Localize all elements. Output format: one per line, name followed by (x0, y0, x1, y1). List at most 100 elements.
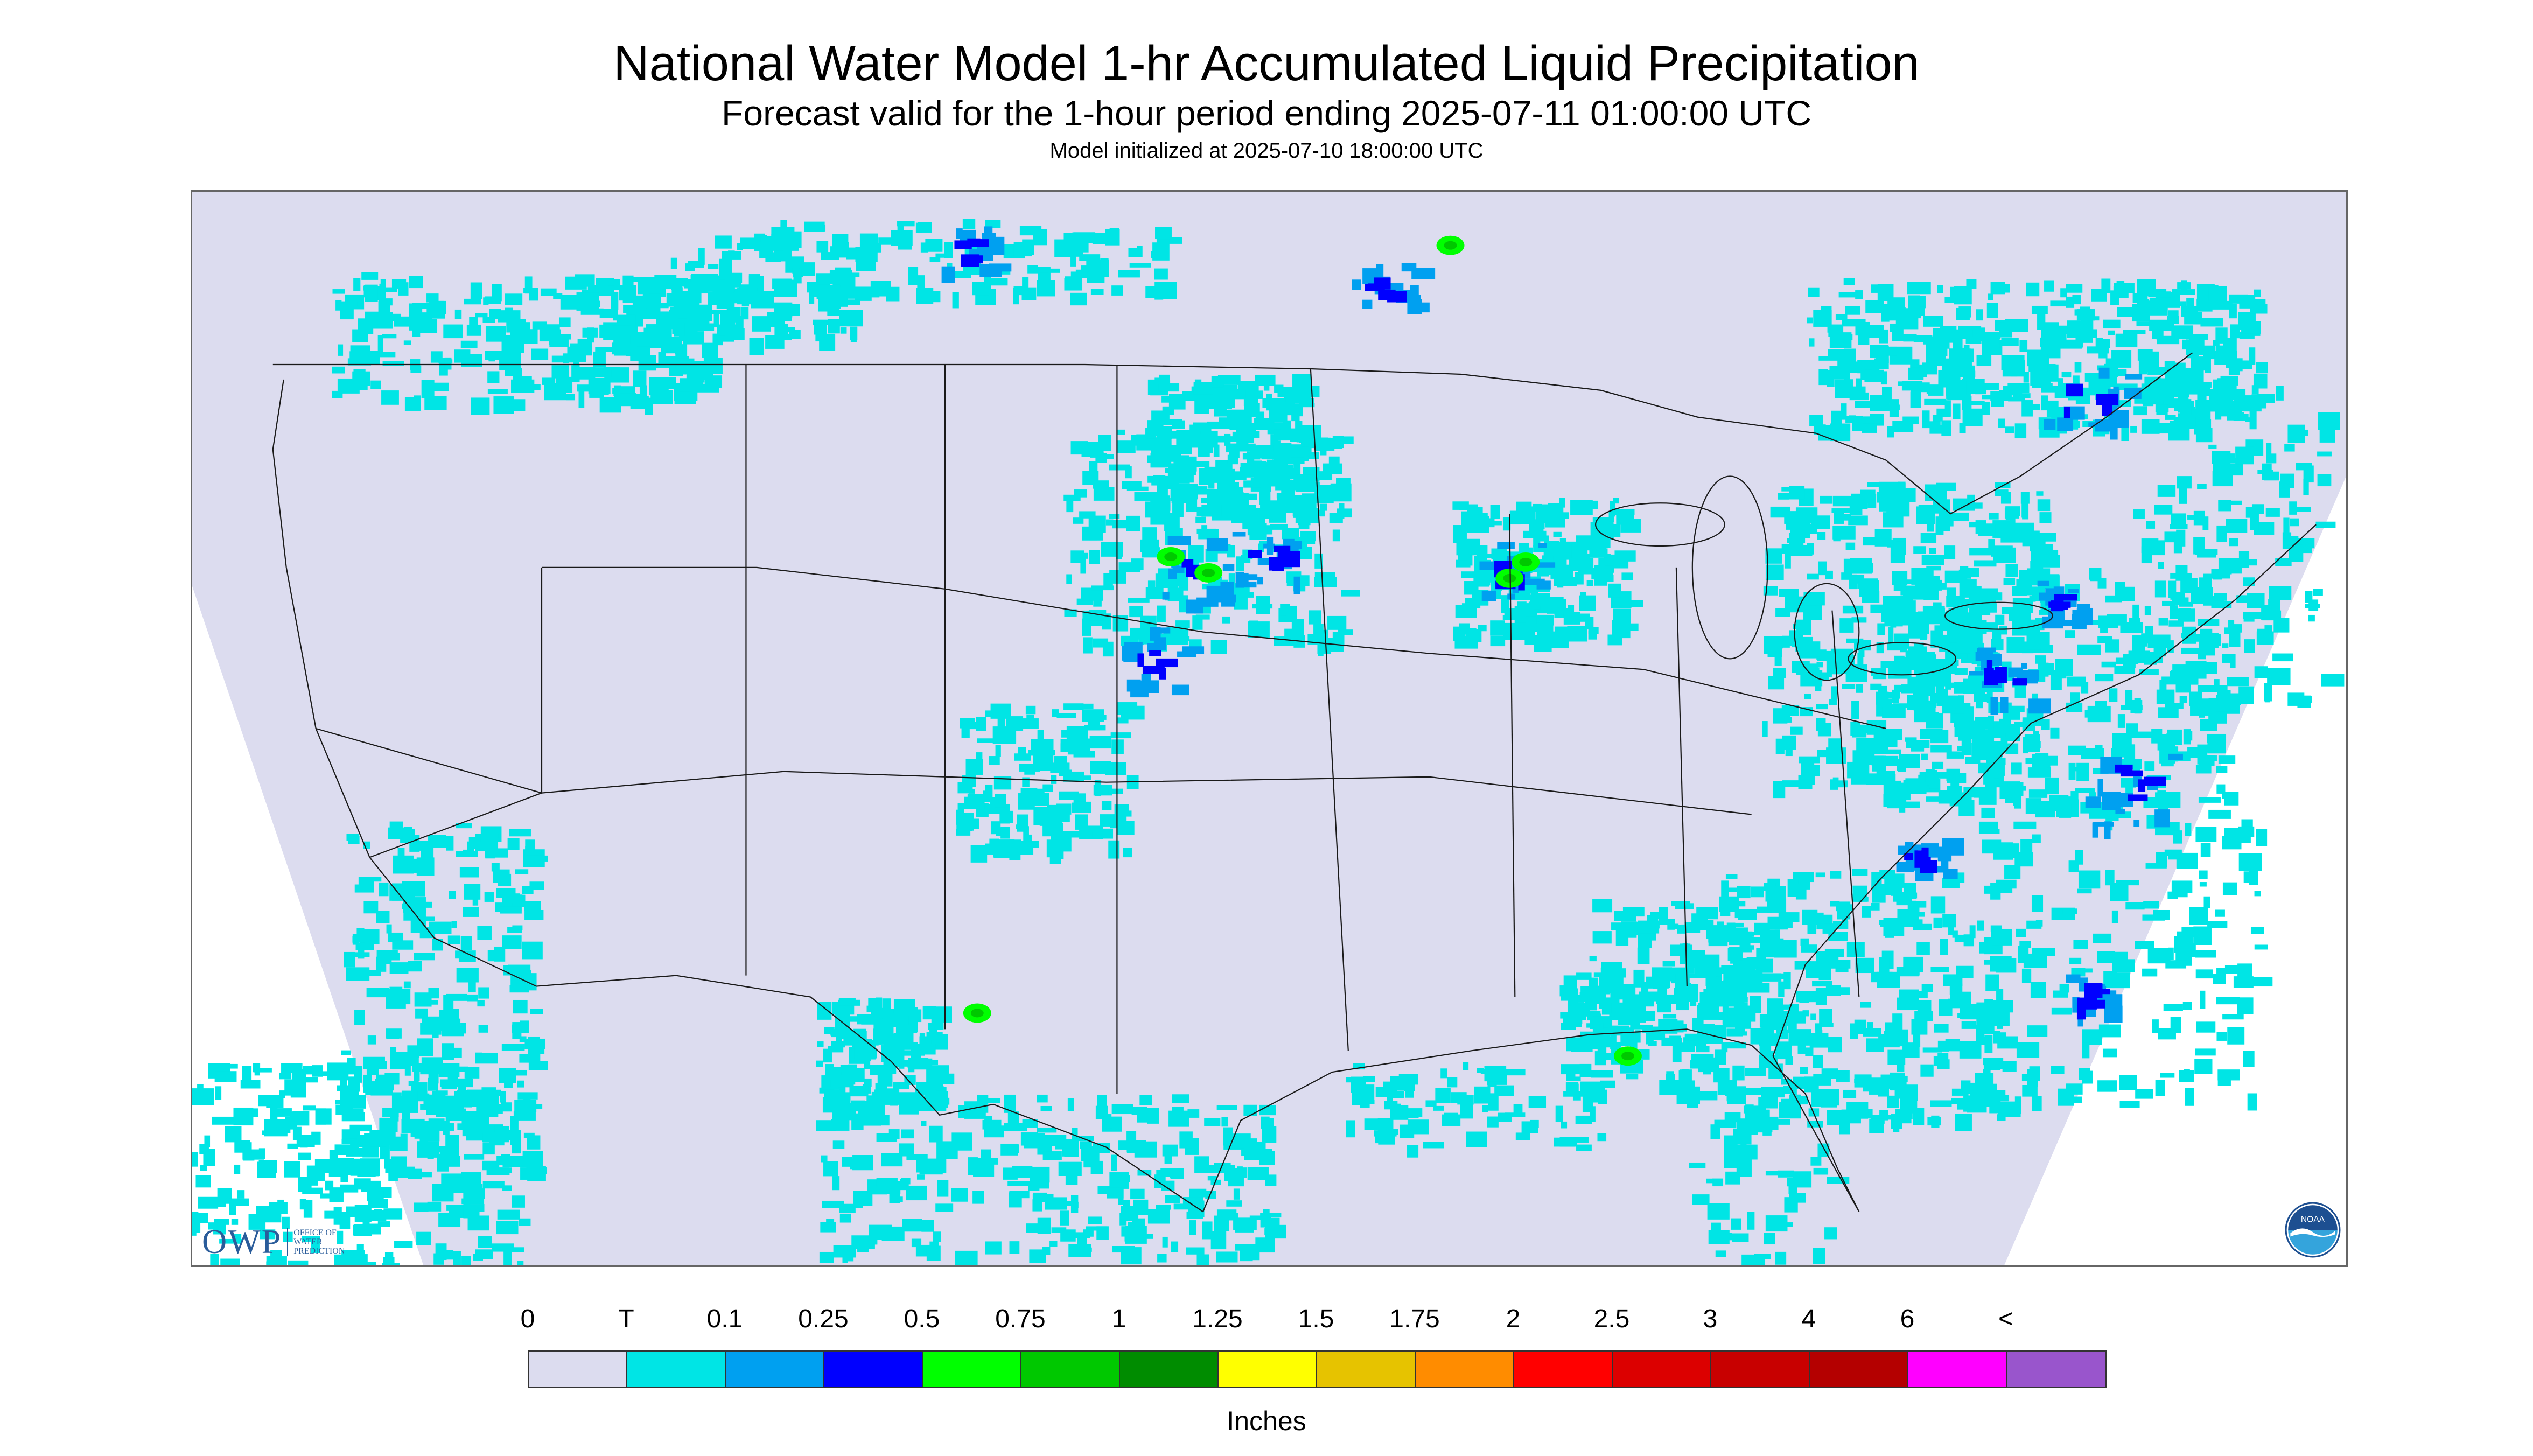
precip-trace-area (1920, 533, 1937, 543)
precip-trace-area (1049, 847, 1061, 864)
precip-trace-area (1515, 516, 1524, 524)
precip-trace-area (1569, 1005, 1590, 1017)
precip-trace-area (2233, 976, 2254, 988)
precip-trace-area (1484, 1066, 1507, 1082)
precip-trace-area (1737, 886, 1751, 899)
precip-trace-area (2199, 710, 2205, 718)
precip-trace-area (978, 1098, 1000, 1103)
precip-trace-area (2068, 326, 2077, 335)
precip-moderate-area (2066, 383, 2083, 397)
precip-trace-area (1233, 443, 1256, 452)
precipitation-map: OWP OFFICE OF WATER PREDICTION NOAA (191, 190, 2348, 1267)
legend-tick-label: 0.75 (995, 1305, 1046, 1333)
precip-trace-area (1128, 248, 1138, 257)
precip-trace-area (832, 1140, 845, 1149)
precip-trace-area (1073, 751, 1095, 758)
legend-swatch (1416, 1352, 1514, 1387)
precip-trace-area (197, 1084, 204, 1096)
precip-trace-area (1156, 426, 1164, 439)
precip-trace-area (2002, 360, 2025, 377)
precip-trace-area (1070, 292, 1087, 306)
precip-trace-area (2021, 400, 2033, 417)
precip-trace-area (1480, 1069, 1488, 1074)
precip-trace-area (630, 345, 650, 361)
precip-trace-area (1252, 453, 1266, 459)
precip-trace-area (359, 937, 373, 943)
precip-trace-area (347, 358, 372, 366)
precip-trace-area (335, 300, 342, 311)
precip-trace-area (1990, 1000, 1997, 1019)
precip-trace-area (1164, 453, 1171, 459)
precip-trace-area (1465, 629, 1482, 642)
precip-trace-area (2019, 941, 2031, 948)
precip-trace-area (1778, 1170, 1795, 1178)
precip-trace-area (2214, 351, 2237, 365)
precip-moderate-area (961, 254, 979, 267)
precip-trace-area (559, 317, 571, 327)
precip-trace-area (2144, 761, 2155, 771)
precip-heavier-core (970, 1009, 984, 1018)
precip-trace-area (352, 329, 368, 342)
precip-trace-area (815, 273, 830, 285)
precip-trace-area (2189, 907, 2208, 925)
precip-trace-area (1070, 251, 1076, 267)
precip-trace-area (1164, 516, 1180, 531)
precip-trace-area (1754, 1254, 1771, 1259)
precip-trace-area (2217, 1078, 2231, 1086)
precip-trace-area (678, 293, 700, 304)
precip-trace-area (1920, 632, 1927, 640)
precip-trace-area (1914, 642, 1924, 648)
precip-trace-area (1198, 438, 1210, 457)
precip-trace-area (2251, 385, 2259, 395)
precip-trace-area (842, 1016, 859, 1022)
precip-trace-area (2196, 1021, 2216, 1033)
precip-trace-area (1031, 739, 1054, 752)
precip-moderate-area (2120, 770, 2143, 777)
precip-trace-area (862, 1040, 879, 1046)
precip-trace-area (1726, 1028, 1743, 1037)
precip-trace-area (2177, 476, 2192, 489)
precip-trace-area (793, 269, 802, 284)
precip-trace-area (1162, 1236, 1168, 1248)
precip-trace-area (1916, 942, 1930, 955)
precip-trace-area (1484, 568, 1496, 583)
precip-trace-area (1690, 1060, 1703, 1069)
precip-trace-area (284, 1161, 300, 1178)
precip-trace-area (1175, 620, 1190, 628)
precip-trace-area (1691, 1054, 1714, 1061)
precip-trace-area (1830, 901, 1840, 907)
precip-trace-area (2140, 640, 2147, 646)
precip-light-area (2117, 410, 2129, 428)
precip-trace-area (1677, 984, 1699, 1002)
precip-trace-area (302, 1187, 323, 1194)
precip-trace-area (2008, 396, 2025, 402)
precip-trace-area (540, 288, 557, 296)
precip-trace-area (1962, 396, 1972, 410)
precip-trace-area (391, 1156, 407, 1173)
precip-trace-area (433, 1253, 444, 1265)
precip-trace-area (192, 1213, 208, 1223)
precip-trace-area (2039, 610, 2048, 615)
precip-trace-area (1090, 1160, 1103, 1174)
precip-trace-area (1167, 587, 1184, 601)
precip-trace-area (1570, 562, 1577, 570)
precip-trace-area (529, 288, 538, 301)
precip-trace-area (957, 803, 964, 821)
precip-trace-area (1898, 381, 1912, 386)
boundary-line (1772, 524, 2317, 1056)
precip-trace-area (814, 325, 827, 335)
precip-trace-area (1946, 380, 1967, 396)
precip-trace-area (1558, 544, 1572, 559)
precip-trace-area (2197, 552, 2216, 558)
precip-trace-area (2025, 798, 2042, 814)
precip-trace-area (1688, 960, 1695, 974)
precip-trace-area (832, 234, 849, 248)
legend-swatch (2007, 1352, 2105, 1387)
precip-trace-area (2121, 705, 2143, 710)
precip-trace-area (1195, 516, 1206, 523)
precip-trace-area (1063, 771, 1084, 782)
precip-trace-area (2097, 636, 2112, 643)
precip-trace-area (2023, 372, 2029, 383)
precip-trace-area (929, 1125, 943, 1143)
precip-trace-area (519, 1054, 541, 1063)
